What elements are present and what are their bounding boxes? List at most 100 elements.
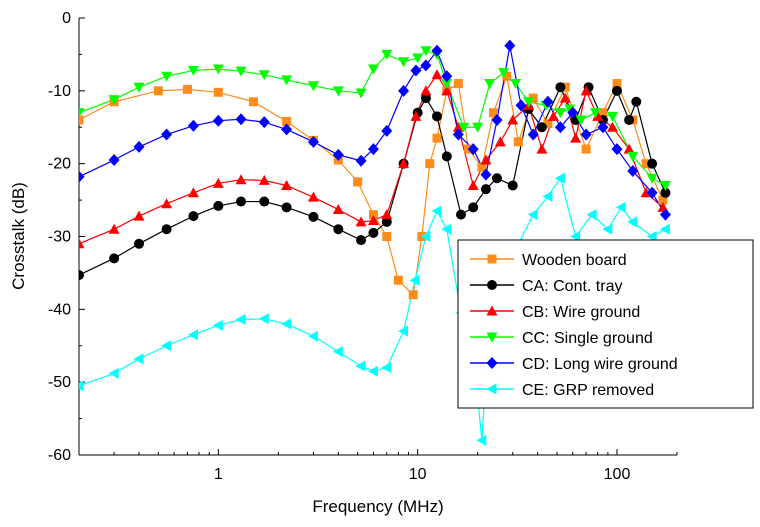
data-point: [368, 227, 379, 238]
data-point: [281, 180, 293, 191]
data-point: [420, 59, 432, 72]
data-point: [367, 214, 379, 225]
data-point: [258, 116, 270, 129]
data-point: [281, 75, 293, 86]
data-point: [580, 85, 592, 96]
data-point: [513, 137, 523, 147]
data-point: [133, 140, 145, 153]
data-point: [410, 64, 422, 77]
data-point: [212, 64, 224, 75]
data-point: [467, 143, 479, 156]
y-tick-label: -60: [48, 447, 71, 464]
legend-marker: [487, 254, 497, 264]
data-point: [554, 172, 565, 184]
data-point: [570, 231, 581, 242]
data-point: [79, 380, 84, 392]
data-point: [307, 330, 318, 342]
data-point: [646, 186, 658, 199]
data-point: [367, 365, 378, 377]
data-point: [456, 209, 467, 220]
data-point: [547, 110, 559, 121]
data-point: [431, 44, 443, 57]
data-point: [659, 208, 671, 221]
data-point: [567, 106, 579, 119]
data-point: [412, 53, 424, 64]
data-point: [507, 114, 519, 125]
x-tick-label: 10: [409, 466, 427, 483]
data-point: [420, 85, 432, 96]
data-point: [467, 180, 479, 191]
data-point: [187, 65, 199, 76]
data-point: [355, 360, 366, 372]
data-point: [504, 39, 516, 52]
data-point: [575, 115, 587, 126]
data-point: [458, 122, 470, 133]
data-point: [488, 108, 498, 118]
data-point: [258, 313, 269, 325]
data-point: [235, 113, 247, 126]
data-point: [646, 173, 658, 184]
data-point: [589, 108, 601, 119]
data-point: [212, 177, 224, 188]
data-point: [409, 274, 420, 286]
data-point: [381, 362, 392, 374]
data-point: [607, 121, 619, 132]
data-point: [592, 110, 604, 121]
legend-marker: [486, 357, 498, 369]
data-point: [307, 191, 319, 202]
data-point: [611, 143, 623, 156]
data-point: [586, 209, 597, 221]
data-point: [187, 119, 199, 132]
data-point: [646, 231, 657, 242]
data-point: [554, 108, 566, 119]
data-point: [381, 216, 392, 227]
data-point: [658, 195, 668, 205]
data-point: [398, 57, 410, 68]
data-point: [555, 82, 566, 93]
data-point: [282, 116, 292, 126]
y-tick-label: -50: [48, 374, 71, 391]
data-point: [213, 200, 224, 211]
data-point: [498, 68, 510, 79]
data-point: [108, 154, 120, 167]
data-point: [542, 190, 553, 202]
data-point: [598, 108, 608, 118]
data-point: [79, 170, 85, 183]
data-point: [248, 97, 258, 107]
data-point: [641, 159, 651, 169]
data-point: [212, 319, 223, 331]
data-point: [235, 66, 247, 77]
legend-label: CE: GRP removed: [522, 382, 654, 399]
y-axis-title: Crosstalk (dB): [9, 182, 28, 290]
data-point: [398, 84, 410, 97]
data-point: [623, 143, 635, 154]
data-point: [559, 92, 571, 103]
data-point: [355, 88, 367, 99]
data-point: [647, 158, 658, 169]
data-point: [510, 79, 522, 90]
data-point: [420, 231, 431, 242]
legend-label: CD: Long wire ground: [522, 356, 678, 373]
data-point: [235, 174, 247, 185]
data-point: [367, 143, 379, 156]
data-point: [536, 143, 548, 154]
legend-label: CB: Wire ground: [522, 304, 640, 321]
data-point: [161, 71, 173, 82]
data-point: [382, 232, 392, 241]
axes: 0 -10 -20 -30 -40 -50 -60 1 10 100: [48, 10, 678, 483]
data-point: [627, 164, 639, 177]
data-point: [441, 223, 452, 235]
data-point: [659, 181, 671, 192]
legend-marker: [486, 305, 498, 316]
data-point: [631, 96, 642, 107]
data-point: [236, 196, 247, 207]
data-point: [307, 81, 319, 92]
data-point: [420, 46, 432, 57]
data-point: [355, 154, 367, 167]
data-point: [161, 128, 173, 141]
data-point: [108, 223, 120, 234]
data-point: [431, 205, 442, 217]
data-point: [543, 119, 553, 129]
data-point: [307, 135, 319, 148]
data-point: [133, 210, 145, 221]
